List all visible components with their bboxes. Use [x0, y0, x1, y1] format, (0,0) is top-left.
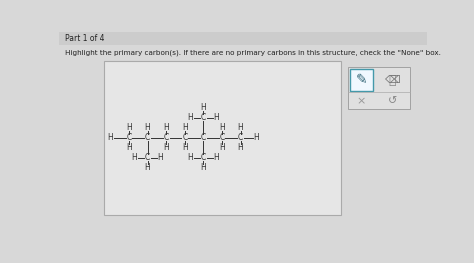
Text: C: C — [164, 133, 169, 142]
Text: C: C — [127, 133, 132, 142]
Text: H: H — [214, 113, 219, 122]
Text: H: H — [219, 143, 225, 152]
Text: H: H — [182, 143, 188, 152]
Text: H: H — [188, 113, 193, 122]
FancyBboxPatch shape — [104, 61, 341, 215]
FancyBboxPatch shape — [347, 67, 410, 109]
Text: H: H — [182, 123, 188, 132]
Text: H: H — [145, 163, 150, 172]
Text: H: H — [214, 153, 219, 162]
Text: H: H — [188, 153, 193, 162]
FancyBboxPatch shape — [59, 32, 427, 45]
Text: C: C — [201, 133, 206, 142]
FancyBboxPatch shape — [350, 69, 373, 91]
Text: ⬜: ⬜ — [389, 74, 396, 87]
Text: H: H — [126, 123, 132, 132]
Text: Part 1 of 4: Part 1 of 4 — [65, 34, 105, 43]
Text: ⌫: ⌫ — [384, 75, 401, 85]
Text: ↺: ↺ — [388, 96, 397, 106]
Text: C: C — [219, 133, 225, 142]
Text: ✎: ✎ — [356, 73, 367, 87]
Text: C: C — [238, 133, 243, 142]
Text: H: H — [219, 123, 225, 132]
Text: H: H — [238, 143, 244, 152]
Text: H: H — [238, 123, 244, 132]
Text: ×: × — [357, 96, 366, 106]
Text: Highlight the primary carbon(s). If there are no primary carbons in this structu: Highlight the primary carbon(s). If ther… — [65, 49, 441, 55]
Text: H: H — [145, 123, 150, 132]
Text: H: H — [158, 153, 164, 162]
Text: H: H — [201, 103, 206, 112]
Text: C: C — [145, 133, 150, 142]
Text: H: H — [108, 133, 113, 142]
Text: C: C — [145, 153, 150, 162]
Text: C: C — [182, 133, 187, 142]
Text: H: H — [164, 123, 169, 132]
Text: H: H — [201, 163, 206, 172]
Text: H: H — [126, 143, 132, 152]
Text: H: H — [164, 143, 169, 152]
Text: H: H — [132, 153, 137, 162]
Text: C: C — [201, 153, 206, 162]
Text: C: C — [201, 113, 206, 122]
Text: H: H — [254, 133, 259, 142]
